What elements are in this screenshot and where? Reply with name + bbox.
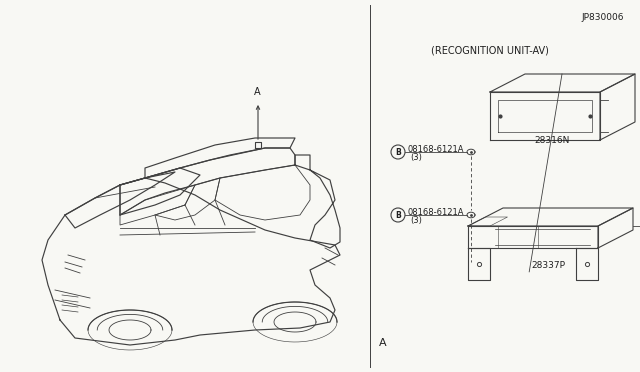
Text: A: A xyxy=(254,87,260,97)
Text: (3): (3) xyxy=(410,216,422,225)
Text: JP830006: JP830006 xyxy=(582,13,624,22)
Text: 08168-6121A: 08168-6121A xyxy=(407,144,463,154)
Text: B: B xyxy=(395,148,401,157)
Text: (3): (3) xyxy=(410,153,422,162)
Text: B: B xyxy=(395,211,401,219)
Text: 08168-6121A: 08168-6121A xyxy=(407,208,463,217)
Text: 28337P: 28337P xyxy=(531,261,565,270)
Text: A: A xyxy=(379,338,387,348)
Text: 28316N: 28316N xyxy=(534,136,570,145)
Text: (RECOGNITION UNIT-AV): (RECOGNITION UNIT-AV) xyxy=(431,46,548,56)
